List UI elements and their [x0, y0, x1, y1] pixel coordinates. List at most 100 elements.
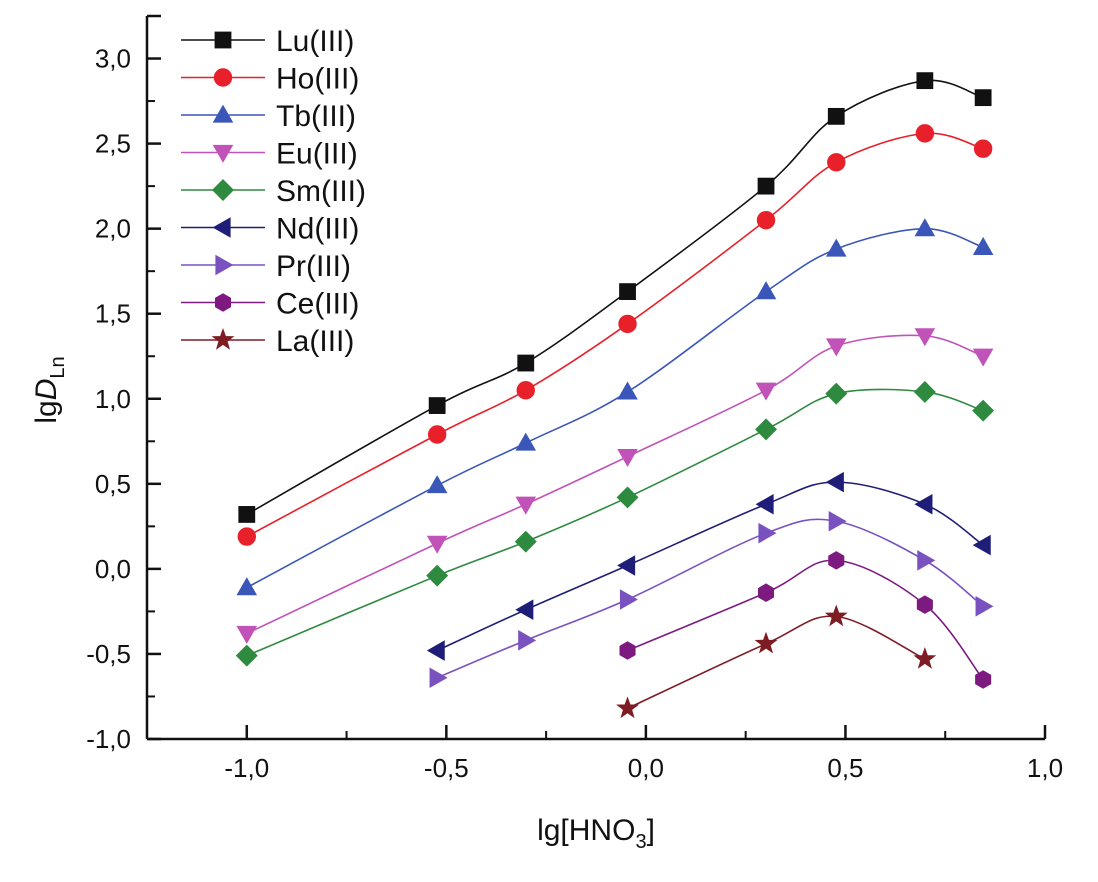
y-tick-label: -0,5 [86, 639, 131, 669]
marker-hexagon [828, 551, 845, 570]
legend-label: Tb(III) [276, 100, 356, 133]
marker-triangle-left [617, 555, 636, 576]
marker-star [824, 604, 848, 627]
marker-triangle-left [755, 493, 774, 515]
series-euiii [236, 328, 994, 644]
marker-diamond [235, 644, 258, 667]
series-luiii [238, 72, 992, 523]
marker-triangle-down [617, 449, 638, 468]
series-line [246, 388, 984, 657]
legend-item: Pr(III) [181, 250, 351, 283]
legend-item: Ce(III) [181, 288, 359, 321]
y-tick-label: 3,0 [95, 44, 131, 74]
marker-square [517, 354, 535, 372]
x-axis-label: lg[HNO3] [537, 814, 655, 853]
marker-triangle-down [426, 535, 448, 554]
series-ndiii [426, 471, 991, 661]
marker-triangle-up [914, 218, 936, 237]
y-tick-label: 1,0 [95, 384, 131, 414]
legend-item: Sm(III) [181, 175, 366, 208]
marker-triangle-up [515, 432, 537, 451]
marker-triangle-up [617, 381, 638, 400]
marker-square [619, 283, 636, 300]
series-laiii [616, 604, 937, 719]
marker-diamond [616, 486, 639, 509]
legend-label: Nd(III) [276, 213, 359, 246]
y-tick-label: 2,0 [95, 214, 131, 244]
legend-label: Ho(III) [276, 63, 359, 96]
legend-label: La(III) [276, 325, 354, 358]
marker-triangle-right [917, 550, 936, 571]
marker-triangle-left [515, 599, 534, 620]
marker-triangle-left [825, 471, 844, 493]
legend-item: La(III) [181, 325, 354, 358]
marker-triangle-left [426, 640, 445, 661]
marker-circle [427, 425, 447, 444]
marker-diamond [825, 382, 848, 405]
series-line [627, 615, 926, 710]
marker-triangle-down [972, 348, 994, 367]
marker-diamond [212, 179, 234, 201]
marker-triangle-right [429, 667, 448, 689]
x-tick-label: 0,5 [827, 753, 863, 783]
marker-diamond [755, 418, 777, 441]
marker-triangle-up [212, 104, 234, 123]
marker-square [757, 177, 775, 195]
marker-circle [213, 68, 233, 87]
legend-item: Nd(III) [181, 213, 359, 246]
marker-square [238, 506, 256, 523]
x-tick-label: -1,0 [224, 753, 269, 783]
y-axis-label: lgDLn [30, 356, 69, 423]
marker-square [974, 89, 992, 107]
marker-triangle-right [758, 522, 777, 544]
marker-star [754, 631, 778, 654]
legend-label: Eu(III) [276, 138, 358, 171]
marker-triangle-left [212, 217, 231, 238]
legend-label: Lu(III) [276, 25, 354, 58]
axes: -1,0 -0,5 0,0 0,5 1,0 1,5 2,0 2,5 3,0 -1,0 -0,5 0,0… [86, 14, 1063, 783]
marker-triangle-up [972, 236, 994, 255]
x-tick-label: 1,0 [1027, 753, 1063, 783]
marker-circle [618, 314, 637, 334]
legend-label: Ce(III) [276, 288, 359, 321]
marker-triangle-left [972, 534, 991, 556]
marker-triangle-down [755, 382, 777, 401]
y-tick-label: -1,0 [86, 724, 131, 754]
y-tick-label: 0,0 [95, 554, 131, 584]
marker-triangle-right [619, 589, 638, 610]
marker-hexagon [758, 583, 775, 602]
legend-label: Sm(III) [276, 175, 366, 208]
legend: Lu(III) Ho(III) Tb(III) Eu(III) Sm(III) Nd(II… [181, 25, 366, 358]
marker-triangle-down [515, 496, 537, 515]
y-tick-label: 0,5 [95, 469, 131, 499]
marker-triangle-right [215, 254, 234, 276]
marker-hexagon [214, 293, 232, 312]
marker-star [616, 696, 639, 719]
marker-circle [756, 210, 776, 230]
series-smiii [235, 380, 995, 667]
marker-square [428, 397, 446, 414]
marker-triangle-right [975, 596, 994, 617]
marker-circle [973, 139, 993, 158]
marker-triangle-up [236, 577, 258, 596]
series-hoiii [237, 124, 993, 546]
legend-item: Ho(III) [181, 63, 359, 96]
legend-item: Eu(III) [181, 138, 358, 171]
series-line [246, 334, 984, 635]
marker-triangle-up [825, 238, 847, 257]
marker-triangle-down [212, 144, 234, 163]
marker-circle [516, 381, 535, 400]
marker-triangle-right [828, 510, 847, 532]
series-layer [235, 72, 995, 719]
marker-triangle-down [914, 328, 936, 347]
marker-star [913, 647, 937, 669]
marker-diamond [913, 380, 936, 403]
marker-triangle-down [236, 625, 258, 644]
marker-diamond [514, 530, 537, 553]
marker-triangle-left [914, 493, 933, 515]
marker-triangle-up [755, 281, 777, 300]
marker-triangle-up [426, 475, 448, 494]
marker-triangle-right [518, 630, 537, 651]
marker-square [214, 31, 232, 49]
